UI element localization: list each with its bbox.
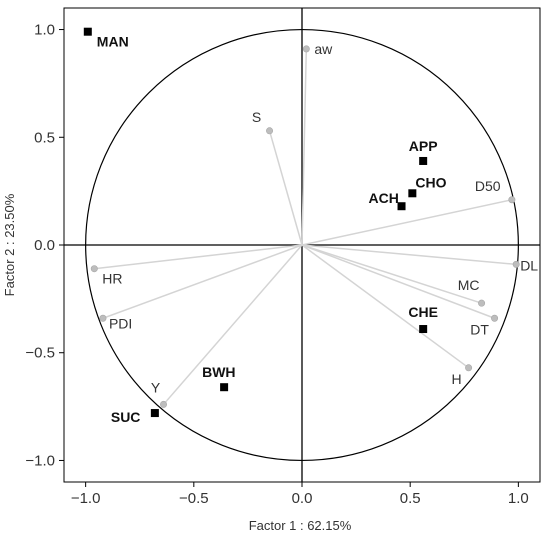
variable-vector-h xyxy=(301,244,470,369)
variable-point-s xyxy=(266,127,274,135)
x-tick-label: −0.5 xyxy=(179,490,209,507)
supplementary-label-man: MAN xyxy=(97,34,129,50)
supplementary-point-app xyxy=(419,156,428,165)
variable-vector-s xyxy=(268,130,303,246)
variable-label-hr: HR xyxy=(102,271,122,287)
supplementary-label-ach: ACH xyxy=(369,190,399,206)
variable-point-pdi xyxy=(99,314,107,322)
supplementary-label-che: CHE xyxy=(408,304,438,320)
variable-vector-aw xyxy=(301,48,308,246)
variable-label-y: Y xyxy=(151,379,161,395)
variable-point-aw xyxy=(302,45,310,53)
y-tick-label: 0.0 xyxy=(34,237,55,254)
x-tick-label: 0.5 xyxy=(400,490,421,507)
x-tick-label: 1.0 xyxy=(508,490,529,507)
supplementary-point-bwh xyxy=(220,383,229,392)
supplementary-label-bwh: BWH xyxy=(202,364,235,380)
variable-label-dl: DL xyxy=(520,257,538,273)
variable-vector-hr xyxy=(94,244,303,270)
y-tick-label: −1.0 xyxy=(25,452,55,469)
variable-label-d50: D50 xyxy=(475,178,501,194)
y-tick-label: −0.5 xyxy=(25,345,55,362)
supplementary-point-ach xyxy=(397,202,406,211)
variable-label-dt: DT xyxy=(470,321,489,337)
variable-point-dl xyxy=(512,260,520,268)
unit-circle xyxy=(85,28,519,462)
x-axis-title: Factor 1 : 62.15% xyxy=(249,518,352,533)
x-tick-label: −1.0 xyxy=(71,490,101,507)
variable-vector-mc xyxy=(301,244,482,304)
variable-label-aw: aw xyxy=(314,41,333,57)
supplementary-point-man xyxy=(83,27,92,36)
supplementary-label-cho: CHO xyxy=(415,174,446,190)
variable-label-s: S xyxy=(252,109,261,125)
supplementary-point-suc xyxy=(150,409,159,418)
variable-point-mc xyxy=(478,299,486,307)
variable-point-d50 xyxy=(508,196,516,204)
supplementary-point-che xyxy=(419,325,428,334)
variable-vector-dt xyxy=(301,244,495,319)
variable-point-dt xyxy=(491,314,499,322)
variable-vector-pdi xyxy=(102,244,303,319)
variable-label-pdi: PDI xyxy=(109,315,132,331)
supplementary-label-suc: SUC xyxy=(111,409,141,425)
y-tick-label: 1.0 xyxy=(34,22,55,39)
supplementary-point-cho xyxy=(408,189,417,198)
variable-vector-dl xyxy=(301,244,517,266)
variable-point-h xyxy=(465,364,473,372)
y-axis-title: Factor 2 : 23.50% xyxy=(2,193,17,296)
y-tick-label: 0.5 xyxy=(34,129,55,146)
variable-point-hr xyxy=(90,265,98,273)
variable-vector-y xyxy=(162,244,303,405)
variable-label-mc: MC xyxy=(458,277,480,293)
x-tick-label: 0.0 xyxy=(292,490,313,507)
variable-vector-d50 xyxy=(301,199,513,246)
variable-label-h: H xyxy=(452,371,462,387)
marks-layer: −1.0 −0.5 0.0 0.5 1.0 −1.0 −0.5 0.0 0.5 1.0 aw S D50… xyxy=(25,7,541,507)
variable-point-y xyxy=(160,400,168,408)
supplementary-label-app: APP xyxy=(409,138,438,154)
